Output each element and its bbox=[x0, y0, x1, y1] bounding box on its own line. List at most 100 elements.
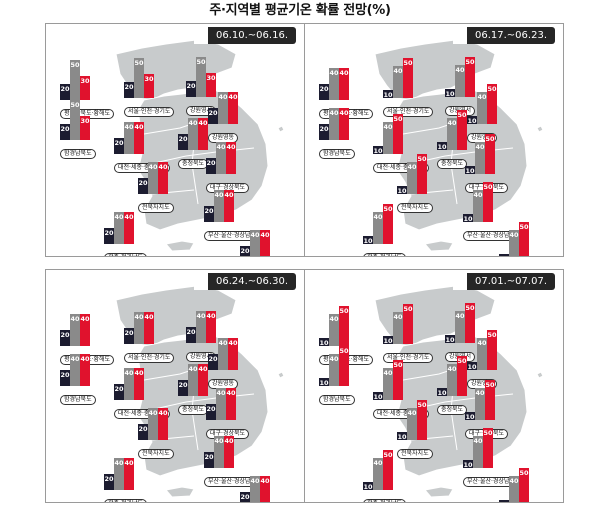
normal-bar: 40 bbox=[447, 118, 457, 150]
region-name-label: 함경남북도 bbox=[60, 395, 96, 405]
probability-bars: 20 40 40 bbox=[60, 306, 90, 346]
below-normal-bar: 20 bbox=[178, 380, 188, 396]
bar-value-label: 50 bbox=[383, 205, 393, 213]
region-name-label: 전북자치도 bbox=[138, 449, 174, 459]
below-normal-bar: 10 bbox=[445, 335, 455, 344]
bar-value-label: 10 bbox=[463, 215, 473, 223]
bar-value-label: 40 bbox=[188, 119, 198, 127]
region-name-label: 서울·인천·경기도 bbox=[124, 107, 175, 117]
bar-value-label: 30 bbox=[80, 117, 90, 125]
bar-value-label: 40 bbox=[393, 313, 403, 321]
probability-bars: 20 40 40 bbox=[138, 154, 168, 194]
badge-notch bbox=[453, 273, 467, 290]
bar-value-label: 50 bbox=[403, 59, 413, 67]
region-chart: 10 40 50 서울·인천·경기도 bbox=[383, 304, 434, 363]
above-normal-bar: 30 bbox=[206, 73, 216, 97]
region-chart: 20 40 40 강원영서 bbox=[186, 303, 217, 362]
region-chart: 204040광주·전라남도 bbox=[104, 450, 148, 502]
normal-bar: 40 bbox=[329, 68, 339, 100]
bar-value-label: 50 bbox=[485, 135, 495, 143]
bar-value-label: 40 bbox=[373, 213, 383, 221]
bar-value-label: 40 bbox=[144, 313, 154, 321]
period-text: 06.24.~06.30. bbox=[216, 276, 288, 287]
below-normal-bar: 10 bbox=[363, 482, 373, 491]
below-normal-bar: 10 bbox=[499, 500, 509, 502]
normal-bar: 40 bbox=[250, 230, 260, 256]
region-chart: 20 50 30 함경남북도 bbox=[60, 100, 96, 159]
normal-bar: 40 bbox=[509, 476, 519, 502]
probability-bars: 20 40 40 bbox=[104, 450, 134, 490]
below-normal-bar: 10 bbox=[383, 90, 393, 99]
bar-value-label: 40 bbox=[134, 369, 144, 377]
above-normal-bar: 50 bbox=[465, 303, 475, 343]
probability-bars: 20 40 40 bbox=[319, 100, 349, 140]
region-name-label: 대전·세종·충청남도 bbox=[373, 409, 429, 419]
bar-value-label: 10 bbox=[499, 501, 509, 502]
bar-value-label: 40 bbox=[70, 315, 80, 323]
region-chart: 10 40 50 충청북도 bbox=[437, 110, 468, 169]
region-chart: 10 40 50 부산·울산·경상남도 bbox=[463, 182, 519, 241]
region-chart: 10 40 50 대전·세종·충청남도 bbox=[373, 360, 429, 419]
bar-value-label: 50 bbox=[70, 101, 80, 109]
above-normal-bar: 40 bbox=[80, 354, 90, 386]
below-normal-bar: 20 bbox=[186, 327, 196, 343]
bar-value-label: 20 bbox=[208, 355, 218, 363]
below-normal-bar: 20 bbox=[186, 81, 196, 97]
normal-bar: 40 bbox=[473, 436, 483, 468]
forecast-panel: 06.17.~06.23.204040평안남북도·황해도204040함경남북도1… bbox=[304, 23, 564, 257]
region-chart: 20 40 40 충청북도 bbox=[178, 110, 209, 169]
bar-value-label: 40 bbox=[80, 315, 90, 323]
normal-bar: 40 bbox=[216, 388, 226, 420]
probability-bars: 20 40 40 bbox=[240, 468, 270, 502]
bar-value-label: 50 bbox=[339, 347, 349, 355]
bar-value-label: 40 bbox=[407, 409, 417, 417]
bar-value-label: 50 bbox=[465, 58, 475, 66]
region-chart: 20 40 40 전북자치도 bbox=[138, 154, 174, 213]
region-name-label: 광주·전라남도 bbox=[363, 499, 407, 502]
period-text: 06.17.~06.23. bbox=[475, 30, 547, 41]
below-normal-bar: 10 bbox=[319, 378, 329, 387]
below-normal-bar: 10 bbox=[463, 460, 473, 469]
region-chart: 10 40 50 충청북도 bbox=[437, 356, 468, 415]
normal-bar: 40 bbox=[447, 364, 457, 396]
normal-bar: 40 bbox=[214, 190, 224, 222]
region-chart: 10 40 50 전북자치도 bbox=[397, 400, 433, 459]
ulleung-island-shape bbox=[536, 125, 544, 133]
probability-bars: 20 50 30 bbox=[60, 60, 90, 100]
bar-value-label: 20 bbox=[204, 207, 214, 215]
above-normal-bar: 50 bbox=[417, 400, 427, 440]
bar-value-label: 50 bbox=[134, 59, 144, 67]
region-name-label: 전북자치도 bbox=[397, 203, 433, 213]
bar-value-label: 20 bbox=[60, 331, 70, 339]
normal-bar: 40 bbox=[373, 212, 383, 244]
probability-bars: 20 40 40 bbox=[186, 303, 216, 343]
bar-value-label: 40 bbox=[124, 123, 134, 131]
region-name-label: 함경남북도 bbox=[319, 395, 355, 405]
normal-bar: 40 bbox=[218, 92, 228, 124]
region-name-label: 전북자치도 bbox=[397, 449, 433, 459]
bar-value-label: 10 bbox=[437, 143, 447, 151]
bar-value-label: 40 bbox=[206, 312, 216, 320]
above-normal-bar: 50 bbox=[485, 134, 495, 174]
bar-value-label: 40 bbox=[447, 119, 457, 127]
normal-bar: 40 bbox=[148, 162, 158, 194]
normal-bar: 40 bbox=[218, 338, 228, 370]
above-normal-bar: 40 bbox=[260, 230, 270, 256]
bar-value-label: 50 bbox=[483, 183, 493, 191]
region-name-label: 충청북도 bbox=[178, 405, 209, 415]
above-normal-bar: 50 bbox=[383, 204, 393, 244]
jeju-island-shape bbox=[165, 240, 195, 252]
bar-value-label: 20 bbox=[114, 385, 124, 393]
region-name-label: 서울·인천·경기도 bbox=[124, 353, 175, 363]
bar-value-label: 40 bbox=[80, 355, 90, 363]
bar-value-label: 40 bbox=[383, 123, 393, 131]
above-normal-bar: 50 bbox=[339, 346, 349, 386]
normal-bar: 50 bbox=[134, 58, 144, 98]
